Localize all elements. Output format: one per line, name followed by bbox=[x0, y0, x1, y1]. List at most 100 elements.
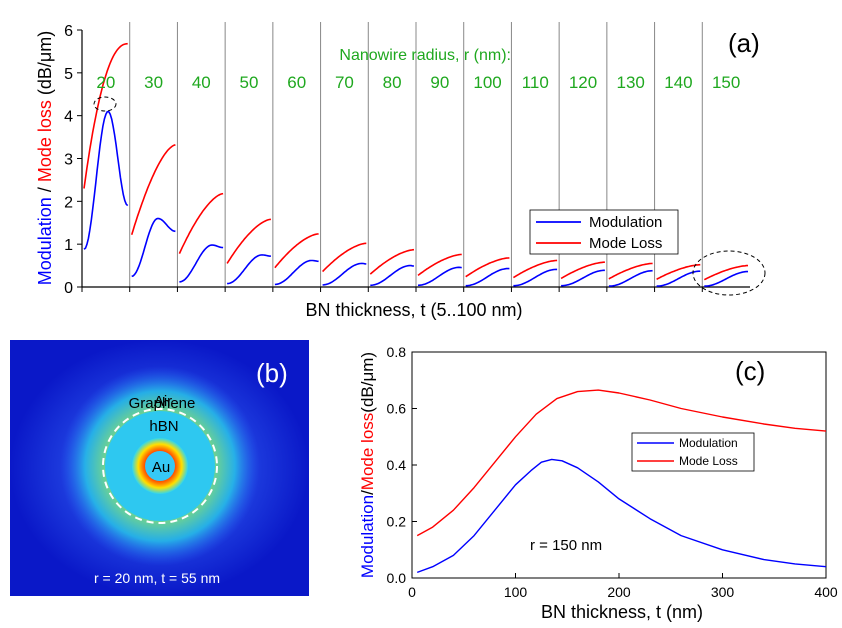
panel-a-xlabel: BN thickness, t (5..100 nm) bbox=[305, 300, 522, 320]
panel-a-mode-loss-line bbox=[656, 263, 701, 280]
panel-c-xtick-label: 100 bbox=[504, 584, 528, 600]
panel-c-modulation-line bbox=[416, 458, 827, 574]
panel-a-modulation-line bbox=[227, 254, 271, 285]
panel-a-label: (a) bbox=[728, 28, 760, 58]
panel-a-chart: 0 1 2 3 4 5 6 20 30 40 50 60 70 80 90 100 110 120 130 140 1… bbox=[35, 22, 766, 320]
panel-a-mode-loss-line bbox=[274, 233, 319, 269]
panel-a-modulation-line bbox=[561, 269, 605, 287]
panel-a-y-ticks: 0 1 2 3 4 5 6 bbox=[64, 23, 82, 297]
panel-c-xlabel: BN thickness, t (nm) bbox=[541, 602, 703, 622]
panel-c-annotation: r = 150 nm bbox=[530, 537, 602, 554]
panel-a-modulation-line bbox=[417, 266, 462, 287]
panel-b-label-hbn: hBN bbox=[149, 418, 178, 435]
panel-c-ylabel-sep: / bbox=[358, 490, 377, 495]
panel-a-ytick-label: 4 bbox=[64, 109, 73, 126]
panel-a-radius-label: 40 bbox=[192, 73, 211, 92]
panel-a-radius-label: 80 bbox=[383, 73, 402, 92]
panel-c-ytick-label: 0.6 bbox=[387, 401, 407, 417]
panel-b-field-map: Air hBN Au (b) r = 20 nm, t = 55 nm bbox=[10, 340, 309, 596]
panel-a-legend-modulation: Modulation bbox=[589, 214, 662, 231]
panel-a-mode-loss-line bbox=[608, 262, 653, 280]
panel-c-ylabel-modulation: Modulation bbox=[358, 495, 377, 578]
panel-a-radius-label: 30 bbox=[144, 73, 163, 92]
panel-a-radius-label: 140 bbox=[664, 73, 692, 92]
panel-c-label: (c) bbox=[735, 356, 765, 386]
panel-a-ytick-label: 6 bbox=[64, 23, 73, 40]
panel-a-radius-label: 60 bbox=[287, 73, 306, 92]
panel-b-graphene-boundary bbox=[102, 408, 218, 524]
panel-a-modulation-line bbox=[131, 217, 176, 278]
panel-c-y-ticks: 0.0 0.2 0.4 0.6 0.8 bbox=[387, 344, 417, 586]
panel-a-modulation-line bbox=[179, 244, 224, 283]
panel-a-modulation-line bbox=[83, 110, 129, 250]
panel-a-radius-label: 130 bbox=[617, 73, 645, 92]
panel-b-label-air: Air bbox=[154, 393, 172, 410]
panel-a-lines bbox=[83, 42, 748, 287]
panel-b-label: (b) bbox=[256, 358, 288, 388]
panel-c-legend-modulation: Modulation bbox=[679, 436, 738, 450]
panel-a-mode-loss-line bbox=[83, 42, 128, 189]
panel-c-xtick-label: 400 bbox=[814, 584, 838, 600]
panel-a-ylabel-modulation: Modulation bbox=[35, 197, 55, 285]
panel-a-radius-label: 90 bbox=[430, 73, 449, 92]
panel-a-modulation-line bbox=[704, 270, 748, 287]
panel-a-radius-label: 50 bbox=[240, 73, 259, 92]
panel-a-mode-loss-line bbox=[130, 144, 176, 235]
panel-a-mode-loss-line bbox=[512, 259, 558, 279]
panel-a-ytick-label: 1 bbox=[64, 237, 73, 254]
panel-c-x-ticks: 0 100 200 300 400 bbox=[408, 573, 838, 600]
panel-a-radius-labels: 20 30 40 50 60 70 80 90 100 110 120 130 140 150 bbox=[96, 73, 740, 92]
panel-a-mode-loss-line bbox=[322, 242, 367, 273]
panel-b-caption: r = 20 nm, t = 55 nm bbox=[94, 570, 220, 586]
panel-a-mode-loss-line bbox=[417, 253, 462, 277]
panel-a-legend: Modulation Mode Loss bbox=[529, 209, 679, 255]
panel-c-xtick-label: 200 bbox=[607, 584, 631, 600]
panel-a-modulation-line bbox=[513, 268, 558, 287]
panel-c-ylabel: Modulation/Mode loss(dB/μm) bbox=[358, 352, 377, 578]
panel-a-group-title: Nanowire radius, r (nm): bbox=[339, 47, 511, 64]
panel-a-ylabel: Modulation / Mode loss (dB/μm) bbox=[35, 31, 55, 286]
panel-c-chart: 0 100 200 300 400 0.0 0.2 0.4 0.6 0.8 (c) r = 15… bbox=[358, 344, 838, 622]
panel-c-ytick-label: 0.2 bbox=[387, 514, 407, 530]
panel-c-ytick-label: 0.8 bbox=[387, 344, 407, 360]
panel-c-lines bbox=[416, 389, 827, 574]
panel-a-r150-highlight bbox=[692, 250, 766, 296]
panel-a-modulation-line bbox=[465, 267, 510, 287]
panel-b-label-au: Au bbox=[152, 459, 170, 476]
panel-a-ylabel-sep: / bbox=[35, 182, 55, 197]
panel-a-modulation-line bbox=[274, 259, 319, 286]
panel-c-ylabel-unit: (dB/μm) bbox=[358, 352, 377, 413]
panel-a-radius-label: 110 bbox=[522, 73, 549, 92]
panel-a-mode-loss-line bbox=[560, 261, 605, 280]
panel-a-modulation-line bbox=[608, 269, 653, 287]
panel-a-ytick-label: 2 bbox=[64, 194, 73, 211]
panel-a-ytick-label: 0 bbox=[64, 280, 73, 297]
panel-c-ytick-label: 0.4 bbox=[387, 457, 407, 473]
panel-a-mode-loss-line bbox=[465, 257, 510, 278]
panel-a-ytick-label: 5 bbox=[64, 66, 73, 83]
panel-a-radius-label: 70 bbox=[335, 73, 354, 92]
panel-a-radius-label: 150 bbox=[712, 73, 740, 92]
panel-a-radius-label: 20 bbox=[96, 73, 115, 92]
panel-a-modulation-line bbox=[370, 264, 415, 287]
panel-a-peak-highlight bbox=[93, 96, 117, 112]
panel-a-ytick-label: 3 bbox=[64, 152, 73, 169]
panel-a-radius-label: 100 bbox=[473, 73, 501, 92]
panel-a-ylabel-unit: (dB/μm) bbox=[35, 31, 55, 100]
panel-a-radius-label: 120 bbox=[569, 73, 597, 92]
panel-a-mode-loss-line bbox=[703, 264, 748, 281]
panel-c-mode-loss-line bbox=[416, 389, 827, 537]
panel-c-legend-loss: Mode Loss bbox=[679, 454, 738, 468]
panel-a-mode-loss-line bbox=[178, 192, 224, 254]
panel-a-mode-loss-line bbox=[369, 248, 415, 275]
panel-c-ylabel-loss: Mode loss bbox=[358, 413, 377, 490]
panel-c-xtick-label: 0 bbox=[408, 584, 416, 600]
panel-a-modulation-line bbox=[322, 262, 367, 286]
panel-a-mode-loss-line bbox=[226, 218, 272, 264]
panel-a-ylabel-loss: Mode loss bbox=[35, 100, 55, 182]
panel-c-legend: Modulation Mode Loss bbox=[631, 432, 755, 472]
panel-a-legend-loss: Mode Loss bbox=[589, 235, 662, 252]
panel-b-au-core bbox=[145, 451, 175, 481]
